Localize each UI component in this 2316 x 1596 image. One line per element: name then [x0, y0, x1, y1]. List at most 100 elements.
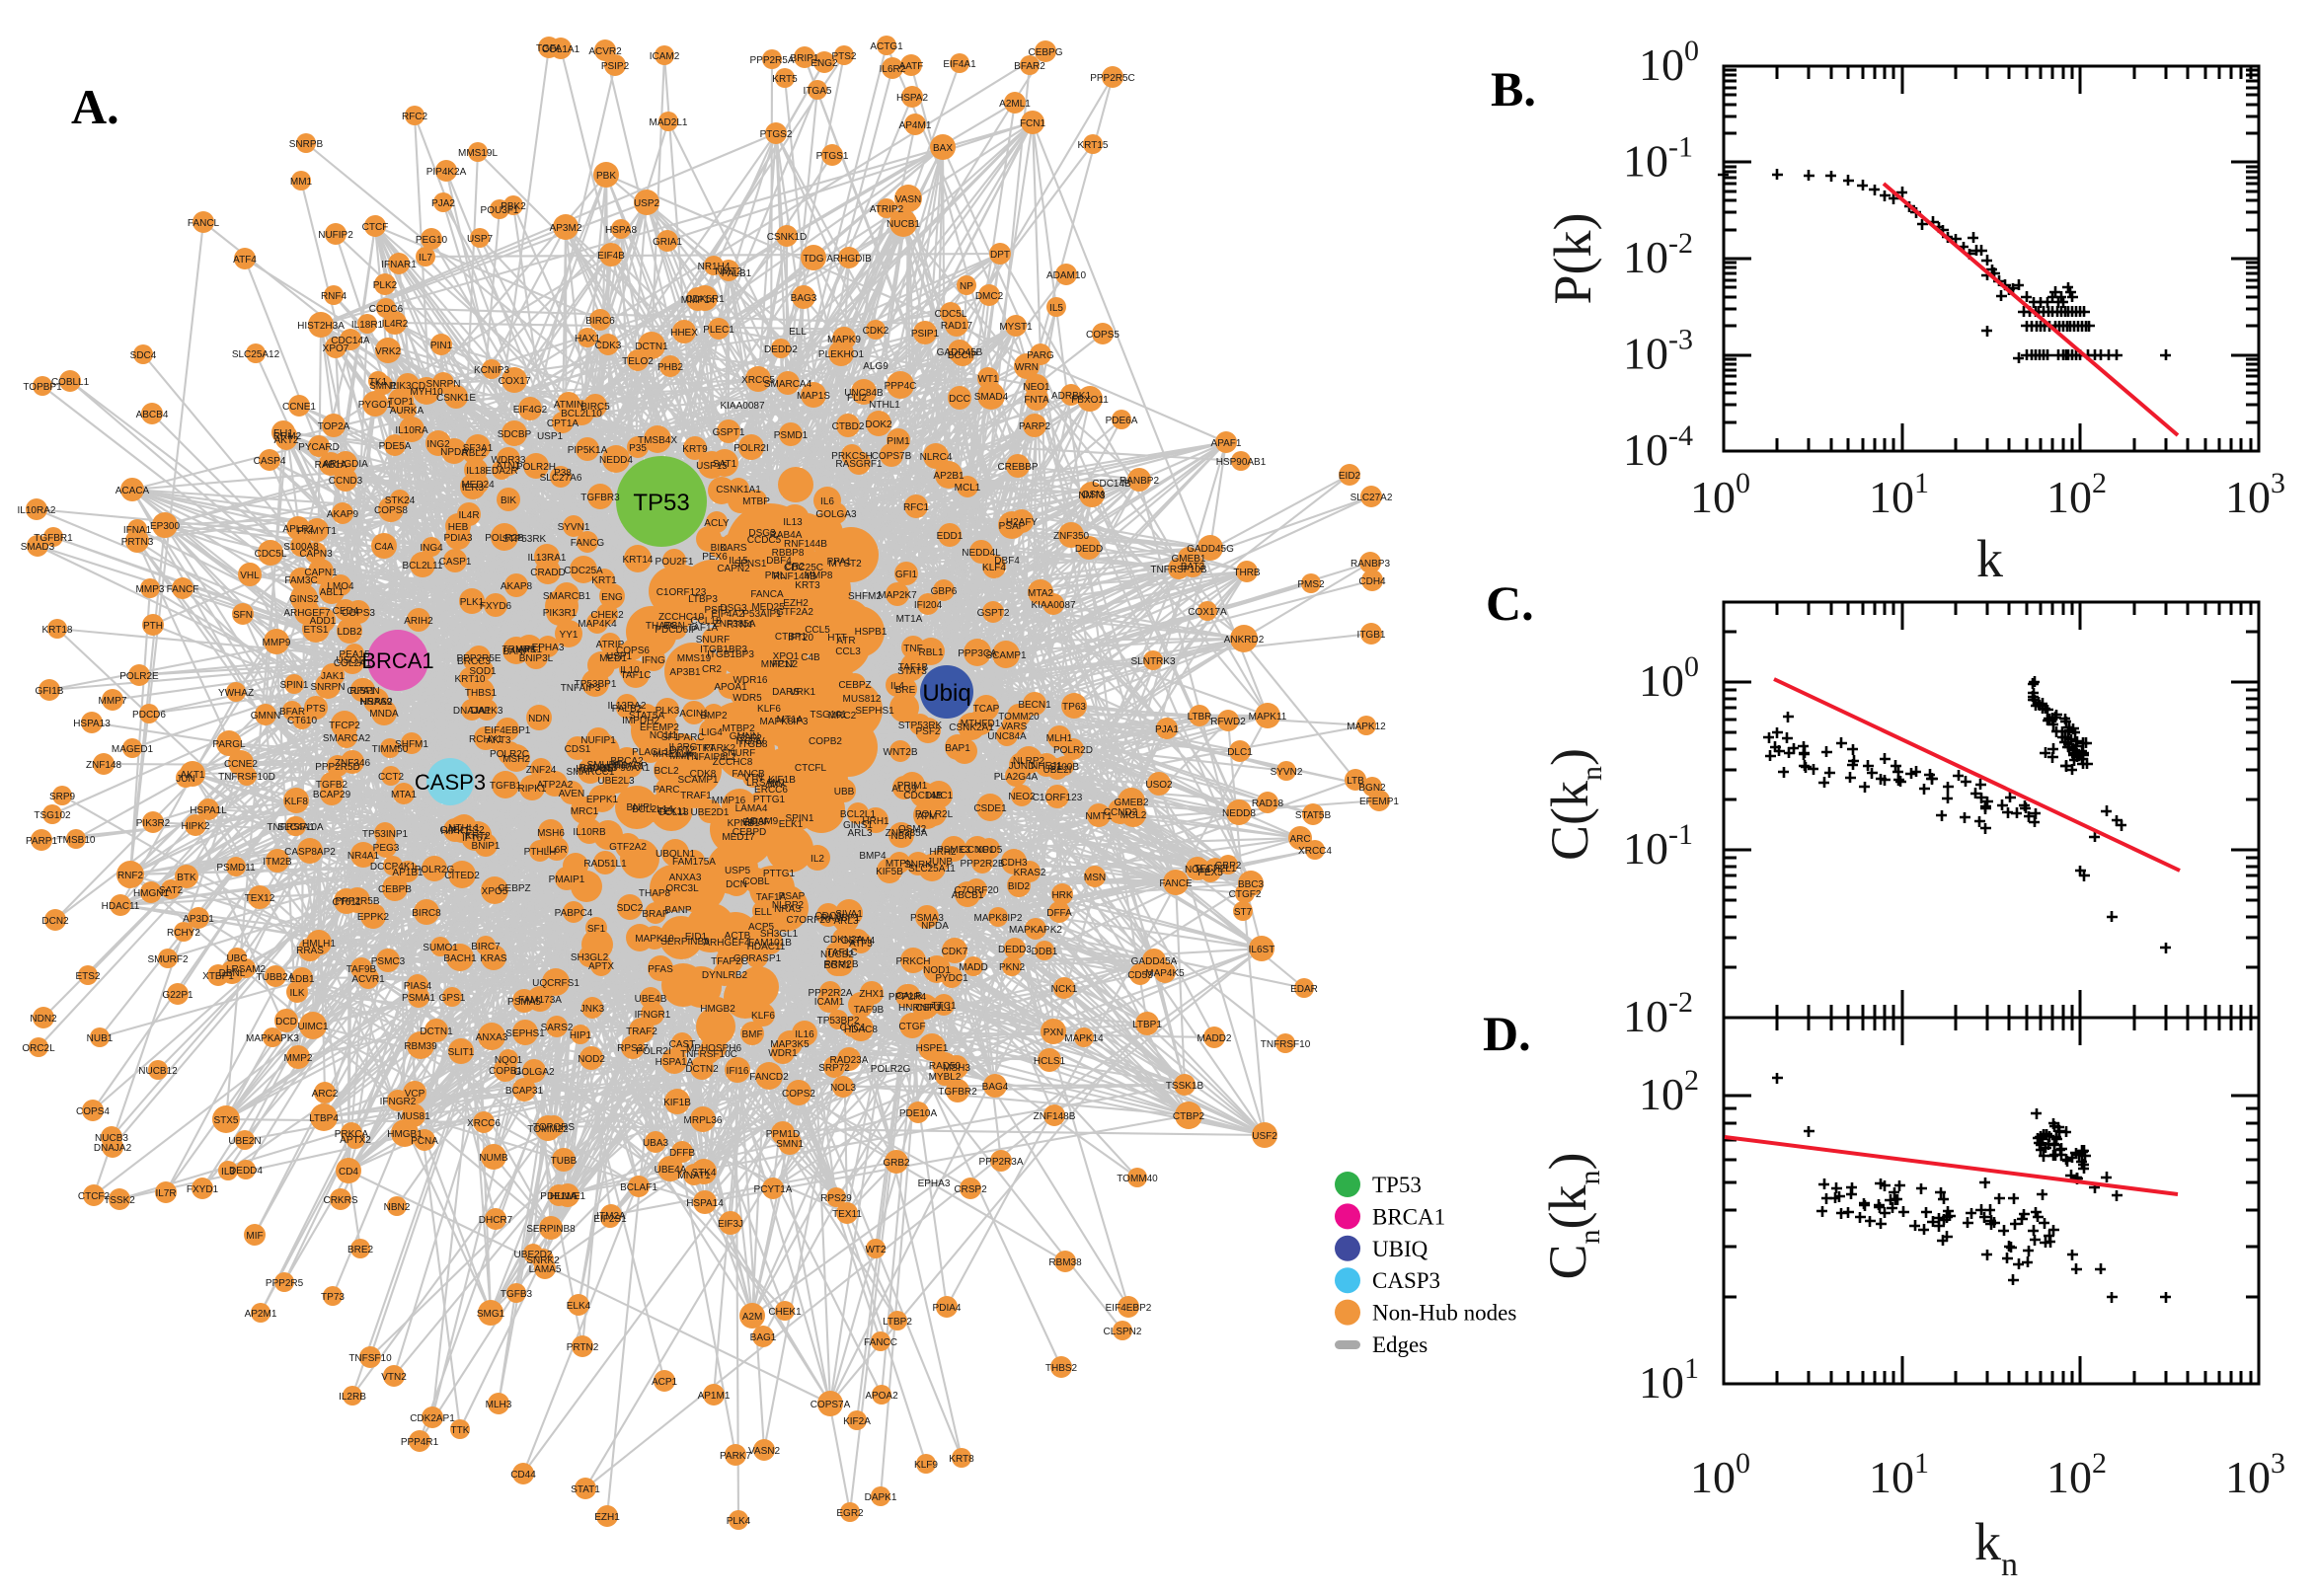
- svg-text:PSF2: PSF2: [915, 726, 940, 737]
- svg-text:BCAP31: BCAP31: [505, 1086, 544, 1097]
- svg-text:TELO2: TELO2: [622, 356, 654, 367]
- svg-text:UQCRFS1: UQCRFS1: [532, 978, 579, 989]
- svg-text:AP3M2: AP3M2: [550, 223, 582, 234]
- svg-text:BCL2: BCL2: [654, 766, 678, 777]
- svg-text:TP53INP1: TP53INP1: [362, 829, 409, 840]
- svg-text:BCL2L1: BCL2L1: [840, 809, 877, 820]
- svg-text:ACIN1: ACIN1: [679, 709, 709, 720]
- svg-text:NMT1: NMT1: [1085, 811, 1113, 822]
- svg-text:MAP2K7: MAP2K7: [878, 590, 917, 601]
- svg-text:MMP2: MMP2: [284, 1053, 313, 1064]
- svg-text:IFNG: IFNG: [642, 655, 665, 666]
- svg-text:HSPA14: HSPA14: [686, 1198, 724, 1209]
- svg-text:MLH1: MLH1: [1046, 733, 1073, 744]
- svg-text:KLF8: KLF8: [284, 797, 308, 807]
- svg-text:CTGF: CTGF: [898, 1022, 925, 1032]
- svg-text:ARHGDIB: ARHGDIB: [826, 254, 872, 265]
- svg-text:ANXA3: ANXA3: [476, 1032, 508, 1043]
- svg-text:ELL: ELL: [754, 907, 772, 918]
- svg-text:UBB: UBB: [834, 787, 855, 798]
- svg-text:AKT3: AKT3: [486, 735, 510, 746]
- svg-text:IL6ST: IL6ST: [1249, 945, 1275, 955]
- svg-text:SDC2: SDC2: [617, 903, 644, 914]
- svg-text:IL10RB: IL10RB: [573, 827, 606, 838]
- svg-text:HDAC11: HDAC11: [102, 901, 140, 912]
- svg-text:PML: PML: [765, 570, 786, 581]
- svg-text:PTGS2: PTGS2: [760, 129, 793, 140]
- svg-text:SOD1: SOD1: [469, 666, 497, 677]
- svg-text:PARP2: PARP2: [1019, 421, 1050, 432]
- svg-text:BAG4: BAG4: [982, 1082, 1009, 1093]
- svg-text:UBE4B: UBE4B: [635, 994, 667, 1005]
- svg-text:ACLY: ACLY: [704, 518, 730, 529]
- svg-text:PARC: PARC: [653, 785, 679, 796]
- svg-text:COPS2: COPS2: [782, 1089, 815, 1100]
- svg-text:APAF1: APAF1: [1211, 438, 1242, 449]
- svg-text:BECN1: BECN1: [1018, 700, 1051, 711]
- svg-text:CED4: CED4: [333, 606, 359, 617]
- svg-text:IL2: IL2: [811, 854, 824, 865]
- svg-text:KLF6: KLF6: [751, 1011, 775, 1022]
- svg-text:FANCD2: FANCD2: [749, 1072, 789, 1083]
- svg-text:GTF2A2: GTF2A2: [609, 842, 647, 853]
- svg-text:USP5: USP5: [725, 866, 751, 876]
- svg-text:STAT3: STAT3: [897, 666, 927, 677]
- svg-text:CDC25A: CDC25A: [564, 566, 603, 576]
- svg-text:SH3GL2: SH3GL2: [571, 952, 609, 963]
- svg-text:ATP2A2: ATP2A2: [537, 780, 574, 791]
- svg-text:ARC: ARC: [1289, 834, 1310, 845]
- svg-text:ATM: ATM: [917, 811, 937, 822]
- svg-text:CSNK1E: CSNK1E: [436, 393, 476, 404]
- svg-text:HRK: HRK: [1051, 890, 1072, 901]
- svg-text:EP300: EP300: [150, 521, 180, 532]
- svg-text:MAP4K4: MAP4K4: [578, 619, 617, 630]
- svg-text:WT1: WT1: [977, 374, 999, 385]
- svg-text:FANCE: FANCE: [1159, 878, 1193, 889]
- svg-text:UBA3: UBA3: [643, 1138, 669, 1149]
- svg-text:ATRIP: ATRIP: [596, 640, 625, 650]
- svg-text:AKAP8: AKAP8: [501, 581, 533, 592]
- svg-text:IL6R: IL6R: [546, 845, 567, 856]
- svg-text:IL10RA: IL10RA: [395, 425, 428, 436]
- svg-text:CPT1A: CPT1A: [547, 418, 579, 429]
- svg-text:SPIN1: SPIN1: [786, 813, 814, 824]
- svg-text:IFI204: IFI204: [914, 600, 943, 611]
- svg-text:PMAIP1: PMAIP1: [549, 874, 585, 885]
- svg-text:TGFBR3: TGFBR3: [580, 493, 620, 503]
- svg-text:MAPK10: MAPK10: [635, 934, 674, 945]
- svg-text:HIST2H3A: HIST2H3A: [297, 321, 345, 332]
- svg-text:CTBP2: CTBP2: [1173, 1111, 1205, 1122]
- svg-text:NOL3: NOL3: [830, 1083, 857, 1094]
- svg-text:EIF3F: EIF3F: [742, 817, 769, 828]
- svg-text:SEPHS1: SEPHS1: [505, 1028, 545, 1039]
- svg-text:LTBP1: LTBP1: [1132, 1020, 1162, 1030]
- svg-text:RAD51L1: RAD51L1: [583, 859, 627, 870]
- svg-text:CEBPB: CEBPB: [378, 884, 412, 895]
- svg-text:GFI1: GFI1: [895, 570, 918, 580]
- svg-text:DCTN1: DCTN1: [635, 342, 668, 352]
- svg-text:BAP1: BAP1: [945, 743, 970, 754]
- svg-text:ABCB1: ABCB1: [952, 890, 984, 901]
- svg-text:SMAD4: SMAD4: [974, 392, 1009, 403]
- svg-text:CCL3: CCL3: [835, 646, 861, 657]
- svg-text:ICAM1: ICAM1: [814, 997, 845, 1008]
- svg-text:PRIM1: PRIM1: [897, 781, 928, 792]
- svg-text:ENG: ENG: [601, 592, 623, 603]
- svg-text:USP2: USP2: [634, 198, 660, 209]
- svg-text:GINS2: GINS2: [289, 594, 319, 605]
- svg-text:MRC1: MRC1: [571, 806, 599, 817]
- svg-text:IL4R: IL4R: [458, 510, 479, 521]
- svg-text:GSPT1: GSPT1: [713, 427, 745, 438]
- svg-text:SMG1: SMG1: [477, 1309, 505, 1320]
- svg-text:ING2: ING2: [426, 439, 450, 450]
- svg-text:FANCA: FANCA: [750, 589, 784, 600]
- svg-text:HSPA1L: HSPA1L: [576, 764, 613, 775]
- svg-text:PABPC4: PABPC4: [555, 908, 593, 919]
- svg-text:BCL2L11: BCL2L11: [403, 561, 443, 571]
- svg-text:CTCFL: CTCFL: [795, 763, 827, 774]
- svg-text:LDB2: LDB2: [337, 627, 361, 638]
- svg-text:TCAP: TCAP: [973, 704, 1000, 715]
- svg-text:PFAS: PFAS: [648, 964, 673, 975]
- svg-text:CRADD: CRADD: [530, 568, 566, 578]
- svg-text:C4A: C4A: [374, 542, 394, 553]
